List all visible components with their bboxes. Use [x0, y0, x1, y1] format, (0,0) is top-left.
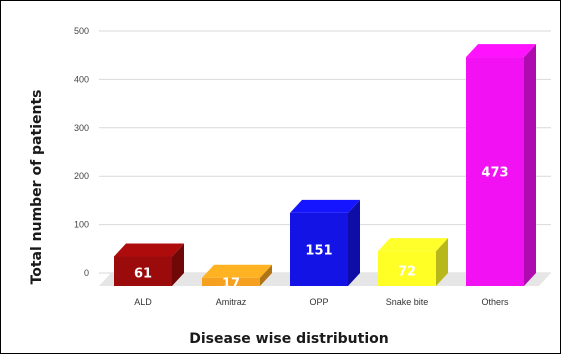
bar-front	[378, 251, 436, 286]
bar-side	[348, 199, 360, 286]
bar-front	[202, 277, 260, 286]
y-tick-label: 300	[74, 123, 89, 133]
x-tick-label: Snake bite	[386, 297, 429, 307]
data-label: 473	[481, 166, 508, 181]
y-tick-label: 500	[74, 26, 89, 36]
bar-front	[466, 57, 524, 287]
bar-front	[114, 256, 172, 286]
bar-top	[202, 264, 272, 278]
x-tick-label: Others	[481, 297, 509, 307]
y-tick-labels: 0 100 200 300 400 500	[74, 26, 89, 278]
data-label: 61	[134, 267, 152, 282]
bar-side	[436, 238, 448, 286]
bars: 61 17 151 72 473	[114, 44, 536, 291]
y-tick-label: 100	[74, 220, 89, 230]
bar-amitraz: 17	[202, 264, 272, 291]
data-label: 151	[305, 243, 332, 258]
x-tick-label: OPP	[309, 297, 328, 307]
bar-snake-bite: 72	[378, 238, 448, 286]
y-tick-label: 200	[74, 171, 89, 181]
x-tick-label: Amitraz	[216, 297, 247, 307]
y-tick-label: 400	[74, 74, 89, 84]
bar-ald: 61	[114, 243, 184, 286]
bar-top	[114, 243, 184, 257]
x-tick-label: ALD	[134, 297, 152, 307]
bar-top	[290, 199, 360, 213]
bar-top	[378, 238, 448, 252]
y-tick-label: 0	[84, 268, 89, 278]
data-label: 72	[398, 264, 416, 279]
data-label: 17	[222, 276, 240, 291]
category-labels: ALD Amitraz OPP Snake bite Others	[134, 297, 509, 307]
x-axis-title: Disease wise distribution	[189, 331, 388, 347]
bar-side	[172, 243, 184, 286]
bar-side	[260, 264, 272, 286]
bar-top	[466, 44, 536, 58]
bar-opp: 151	[290, 199, 360, 286]
y-axis-title: Total number of patients	[29, 90, 45, 285]
bar-others: 473	[466, 44, 536, 287]
bar-side	[524, 44, 536, 287]
bar-front	[290, 212, 348, 286]
